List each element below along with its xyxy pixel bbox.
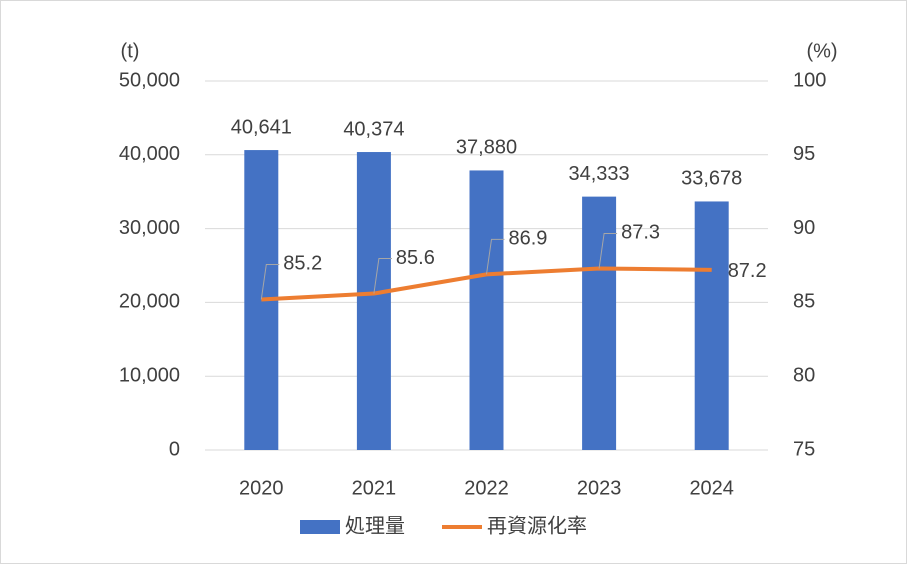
- line-value-label: 85.2: [283, 253, 322, 275]
- x-tick-label: 2023: [577, 477, 622, 499]
- y2-tick-label: 95: [793, 143, 815, 165]
- bar: [469, 170, 504, 450]
- line-value-label: 87.2: [728, 260, 767, 282]
- legend-label: 再資源化率: [487, 514, 587, 537]
- y2-tick-label: 80: [793, 364, 815, 386]
- bar: [356, 152, 391, 450]
- line-value-label: 86.9: [509, 228, 548, 250]
- y-tick-label: 10,000: [119, 364, 180, 386]
- y-unit: (t): [121, 40, 140, 62]
- y-tick-label: 30,000: [119, 217, 180, 239]
- bar-value-label: 40,641: [231, 116, 292, 138]
- bar: [694, 201, 729, 450]
- y-tick-label: 50,000: [119, 69, 180, 91]
- y-tick-label: 40,000: [119, 143, 180, 165]
- bar: [582, 196, 617, 450]
- legend-label: 処理量: [345, 514, 405, 537]
- leader-line: [486, 238, 505, 275]
- y2-tick-label: 85: [793, 291, 815, 313]
- x-tick-label: 2021: [352, 477, 397, 499]
- x-tick-label: 2020: [239, 477, 284, 499]
- y2-unit: (%): [806, 40, 837, 62]
- bar-value-label: 33,678: [681, 168, 742, 190]
- x-tick-label: 2022: [464, 477, 509, 499]
- y-tick-label: 0: [169, 438, 180, 460]
- bar-value-label: 40,374: [343, 118, 404, 140]
- leader-line: [260, 263, 280, 300]
- bar-value-label: 37,880: [456, 137, 517, 159]
- bar-value-label: 34,333: [569, 163, 630, 185]
- y2-tick-label: 90: [793, 217, 815, 239]
- x-tick-label: 2024: [689, 477, 734, 499]
- legend-swatch: [300, 520, 340, 534]
- leader-line: [598, 232, 618, 269]
- line-value-label: 85.6: [396, 247, 435, 269]
- line-value-label: 87.3: [621, 222, 660, 244]
- y2-tick-label: 100: [793, 69, 826, 91]
- y2-tick-label: 75: [793, 438, 815, 460]
- leader-line: [373, 258, 392, 294]
- y-tick-label: 20,000: [119, 291, 180, 313]
